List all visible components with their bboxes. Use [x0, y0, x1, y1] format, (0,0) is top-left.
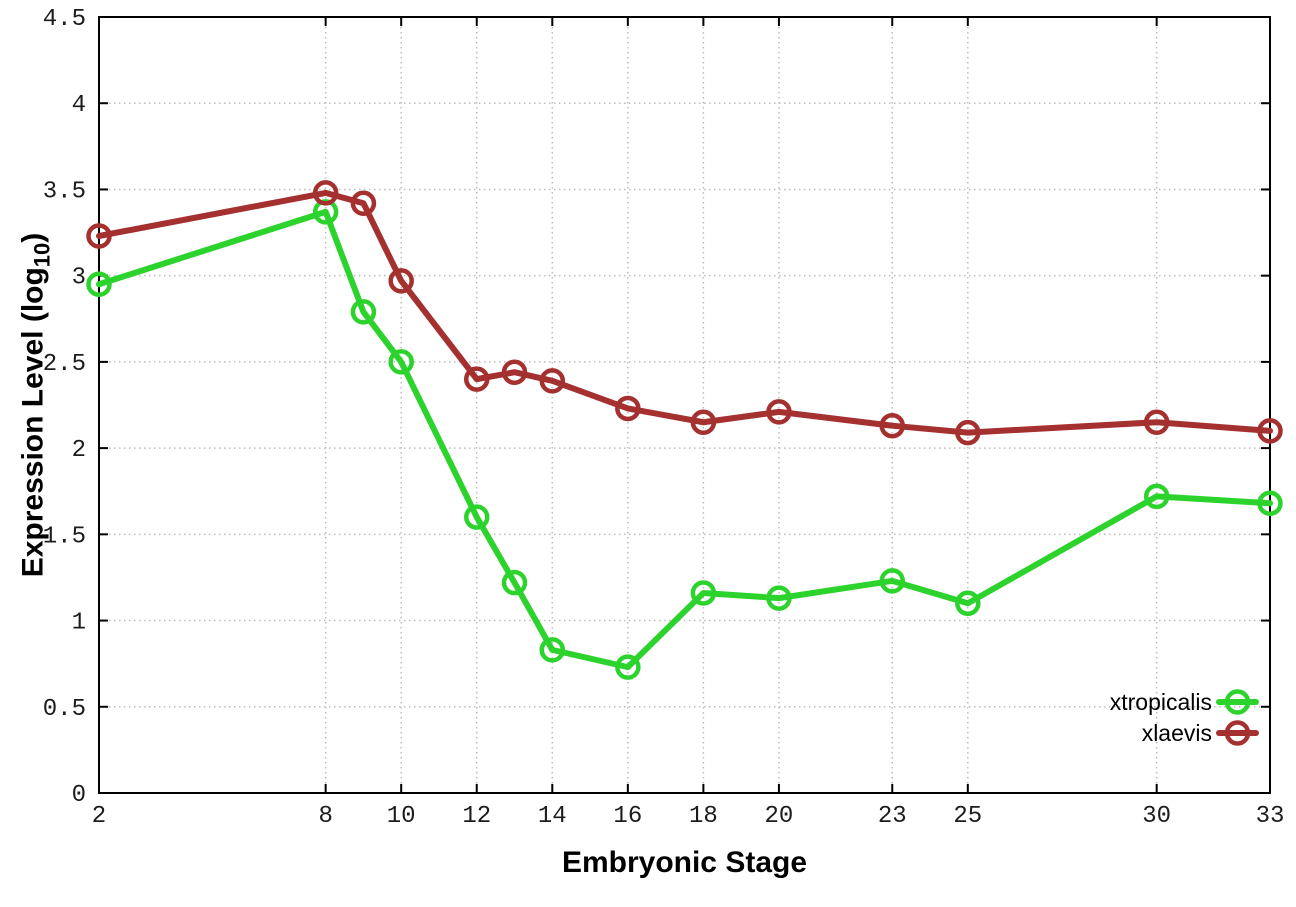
legend-row-xlaevis: xlaevis: [1142, 720, 1259, 746]
y-tick-label: 4.5: [43, 6, 86, 33]
data-point-xtropicalis: [1143, 483, 1170, 510]
y-axis-title-text: Expression Level (log: [16, 267, 50, 578]
plot-border: [98, 16, 1271, 794]
data-point-xlaevis: [955, 419, 981, 446]
x-tick-label: 18: [689, 803, 718, 830]
y-tick-label: 1.5: [43, 523, 86, 550]
data-point-xtropicalis: [539, 637, 566, 663]
data-point-xlaevis: [879, 412, 906, 439]
data-point-xlaevis: [615, 395, 641, 422]
legend-marker-xlaevis: [1224, 720, 1251, 746]
data-point-xlaevis: [1257, 418, 1283, 444]
y-tick-label: 4: [72, 92, 86, 119]
legend: xtropicalis xlaevis: [1110, 689, 1259, 746]
data-point-xlaevis: [539, 368, 566, 394]
y-tick-label: 1: [72, 610, 86, 637]
data-point-xlaevis: [501, 359, 528, 385]
x-tick-label: 20: [765, 803, 794, 830]
grid-lines: [98, 16, 1271, 794]
data-point-xtropicalis: [955, 590, 981, 617]
data-point-xtropicalis: [879, 568, 906, 594]
series-xlaevis: [86, 180, 1283, 446]
data-point-xlaevis: [766, 399, 792, 425]
data-point-xtropicalis: [615, 654, 641, 680]
legend-marker-xtropicalis: [1224, 689, 1251, 715]
x-tick-label: 25: [953, 803, 982, 830]
tick-marks: [98, 16, 1271, 794]
y-tick-label: 0: [72, 782, 86, 809]
data-point-xlaevis: [690, 409, 717, 435]
y-axis-title-subscript: 10: [29, 242, 55, 268]
x-tick-label: 8: [318, 803, 332, 830]
x-tick-label: 14: [538, 803, 567, 830]
data-point-xlaevis: [1143, 409, 1170, 435]
x-tick-label: 30: [1142, 803, 1171, 830]
y-tick-label: 3.5: [43, 178, 86, 205]
data-point-xlaevis: [86, 223, 112, 249]
data-point-xtropicalis: [766, 585, 792, 611]
y-axis-title-close: ): [16, 232, 50, 243]
y-tick-label: 2.5: [43, 351, 86, 378]
legend-label-xtropicalis: xtropicalis: [1110, 689, 1212, 715]
legend-label-xlaevis: xlaevis: [1142, 720, 1212, 746]
data-point-xtropicalis: [690, 580, 717, 606]
y-tick-label: 0.5: [43, 696, 86, 723]
data-point-xlaevis: [388, 268, 414, 294]
data-point-xlaevis: [350, 190, 377, 216]
legend-row-xtropicalis: xtropicalis: [1110, 689, 1259, 715]
data-point-xtropicalis: [86, 271, 112, 298]
data-point-xlaevis: [312, 180, 339, 206]
data-point-xtropicalis: [1257, 490, 1283, 517]
x-axis-title: Embryonic Stage: [561, 846, 808, 879]
x-tick-label: 33: [1256, 803, 1285, 830]
x-tick-label: 12: [462, 803, 491, 830]
x-tick-label: 16: [613, 803, 642, 830]
series-xtropicalis: [86, 199, 1283, 680]
x-tick-label: 2: [92, 803, 106, 830]
y-tick-label: 3: [72, 265, 86, 292]
y-tick-label: 2: [72, 437, 86, 464]
y-axis-title: Expression Level (log10): [17, 233, 56, 578]
data-point-xtropicalis: [463, 504, 490, 530]
data-point-xtropicalis: [350, 299, 377, 325]
x-tick-label: 23: [878, 803, 907, 830]
data-point-xtropicalis: [501, 569, 528, 596]
data-point-xtropicalis: [388, 349, 414, 375]
x-tick-label: 10: [387, 803, 416, 830]
series-line-xtropicalis: [96, 208, 1273, 671]
data-point-xlaevis: [463, 366, 490, 392]
